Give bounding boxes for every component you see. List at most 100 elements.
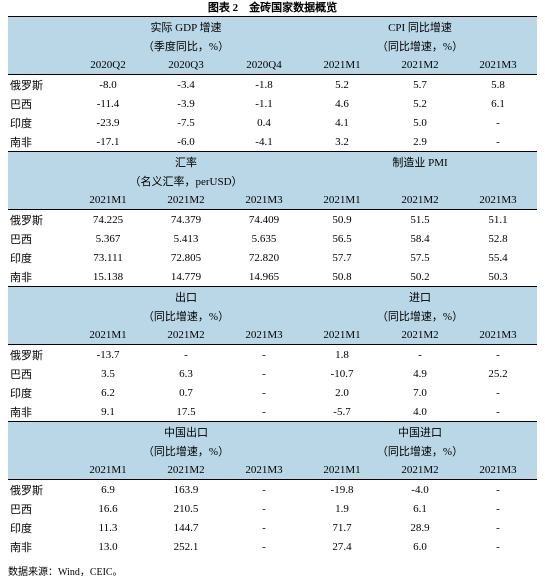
group-subtitle: （同比增速，%） — [303, 36, 537, 55]
value-cell: 25.2 — [488, 367, 508, 380]
value-cell: 1.9 — [335, 502, 349, 515]
group-title: 实际 GDP 增速 — [69, 16, 303, 36]
period-header: 2021M3 — [459, 55, 537, 75]
group-subtitle — [303, 171, 537, 190]
period-header: 2020Q3 — [147, 55, 225, 75]
header-row: （同比增速，%） （同比增速，%） — [8, 441, 537, 460]
value-cell: 16.6 — [98, 502, 118, 515]
group-subtitle: （同比增速，%） — [303, 306, 537, 325]
value-cell: 15.138 — [92, 270, 124, 283]
period-row: 2021M1 2021M2 2021M3 2021M1 2021M2 2021M3 — [8, 325, 537, 345]
value-cell: 14.779 — [170, 270, 202, 283]
value-cell: 252.1 — [173, 540, 199, 553]
value-cell: 72.820 — [248, 251, 280, 264]
value-cell: 6.9 — [101, 483, 115, 496]
value-cell: -1.8 — [255, 78, 273, 91]
data-row: 印度 11.3 144.7 - 71.7 28.9 - — [8, 518, 537, 537]
country-label: 俄罗斯 — [10, 349, 43, 362]
value-cell: 17.5 — [176, 405, 196, 418]
header-row: （同比增速，%） （同比增速，%） — [8, 306, 537, 325]
header-row: 实际 GDP 增速 CPI 同比增速 — [8, 16, 537, 36]
corner-cell — [8, 325, 69, 345]
country-label: 俄罗斯 — [10, 214, 43, 227]
header-row: 出口 进口 — [8, 286, 537, 306]
value-cell: -3.9 — [177, 97, 195, 110]
value-cell: 6.1 — [413, 502, 427, 515]
source-note: 数据来源：Wind，CEIC。 — [8, 567, 123, 578]
value-cell: -3.4 — [177, 78, 195, 91]
value-cell: - — [262, 405, 266, 418]
value-cell: 1.8 — [335, 348, 349, 361]
value-cell: 51.5 — [410, 213, 430, 226]
period-header: 2020Q2 — [69, 55, 147, 75]
period-header: 2021M3 — [225, 325, 303, 345]
data-row: 南非 9.1 17.5 - -5.7 4.0 - — [8, 402, 537, 422]
data-row: 印度 -23.9 -7.5 0.4 4.1 5.0 - — [8, 113, 537, 132]
period-header: 2021M1 — [69, 325, 147, 345]
group-subtitle: （名义汇率，perUSD） — [69, 171, 303, 190]
value-cell: 5.2 — [335, 78, 349, 91]
data-row: 南非 -17.1 -6.0 -4.1 3.2 2.9 - — [8, 132, 537, 152]
group-subtitle: （同比增速，%） — [303, 441, 537, 460]
value-cell: 57.5 — [410, 251, 430, 264]
value-cell: -6.0 — [177, 135, 195, 148]
data-row: 南非 13.0 252.1 - 27.4 6.0 - — [8, 537, 537, 556]
value-cell: 72.805 — [170, 251, 202, 264]
data-row: 俄罗斯 -13.7 - - 1.8 - - — [8, 345, 537, 365]
group-subtitle: （同比增速，%） — [69, 441, 303, 460]
value-cell: - — [496, 540, 500, 553]
value-cell: 7.0 — [413, 386, 427, 399]
value-cell: -4.1 — [255, 135, 273, 148]
value-cell: 52.8 — [488, 232, 508, 245]
value-cell: 6.1 — [491, 97, 505, 110]
value-cell: -13.7 — [96, 348, 120, 361]
value-cell: 5.2 — [413, 97, 427, 110]
value-cell: -7.5 — [177, 116, 195, 129]
value-cell: - — [262, 483, 266, 496]
period-header: 2021M2 — [381, 460, 459, 480]
header-row: （名义汇率，perUSD） — [8, 171, 537, 190]
country-label: 印度 — [10, 252, 32, 265]
value-cell: 3.5 — [101, 367, 115, 380]
period-header: 2021M1 — [303, 325, 381, 345]
group-title: 中国进口 — [303, 421, 537, 441]
data-row: 俄罗斯 74.225 74.379 74.409 50.9 51.5 51.1 — [8, 210, 537, 230]
value-cell: 0.7 — [179, 386, 193, 399]
value-cell: 144.7 — [173, 521, 199, 534]
value-cell: 57.7 — [332, 251, 352, 264]
period-header: 2021M2 — [147, 190, 225, 210]
data-row: 巴西 16.6 210.5 - 1.9 6.1 - — [8, 499, 537, 518]
value-cell: 163.9 — [173, 483, 199, 496]
value-cell: - — [262, 502, 266, 515]
corner-cell — [8, 151, 69, 171]
data-row: 俄罗斯 6.9 163.9 - -19.8 -4.0 - — [8, 480, 537, 500]
period-header: 2021M3 — [459, 460, 537, 480]
value-cell: 28.9 — [410, 521, 430, 534]
country-label: 印度 — [10, 117, 32, 130]
value-cell: - — [418, 348, 422, 361]
value-cell: - — [496, 135, 500, 148]
value-cell: 5.413 — [173, 232, 199, 245]
value-cell: 5.8 — [491, 78, 505, 91]
period-header: 2021M3 — [225, 460, 303, 480]
value-cell: 74.379 — [170, 213, 202, 226]
country-label: 俄罗斯 — [10, 484, 43, 497]
value-cell: 55.4 — [488, 251, 508, 264]
data-row: 印度 73.111 72.805 72.820 57.7 57.5 55.4 — [8, 248, 537, 267]
period-header: 2021M3 — [459, 325, 537, 345]
value-cell: 13.0 — [98, 540, 118, 553]
data-row: 巴西 3.5 6.3 - -10.7 4.9 25.2 — [8, 364, 537, 383]
value-cell: 5.367 — [95, 232, 121, 245]
country-label: 俄罗斯 — [10, 79, 43, 92]
value-cell: 6.3 — [179, 367, 193, 380]
period-row: 2021M1 2021M2 2021M3 2021M1 2021M2 2021M3 — [8, 190, 537, 210]
corner-cell — [8, 441, 69, 460]
value-cell: 27.4 — [332, 540, 352, 553]
period-row: 2021M1 2021M2 2021M3 2021M1 2021M2 2021M3 — [8, 460, 537, 480]
corner-cell — [8, 55, 69, 75]
period-header: 2021M1 — [69, 190, 147, 210]
group-title: 进口 — [303, 286, 537, 306]
group-title: 汇率 — [69, 151, 303, 171]
data-row: 印度 6.2 0.7 - 2.0 7.0 - — [8, 383, 537, 402]
period-header: 2021M3 — [225, 190, 303, 210]
